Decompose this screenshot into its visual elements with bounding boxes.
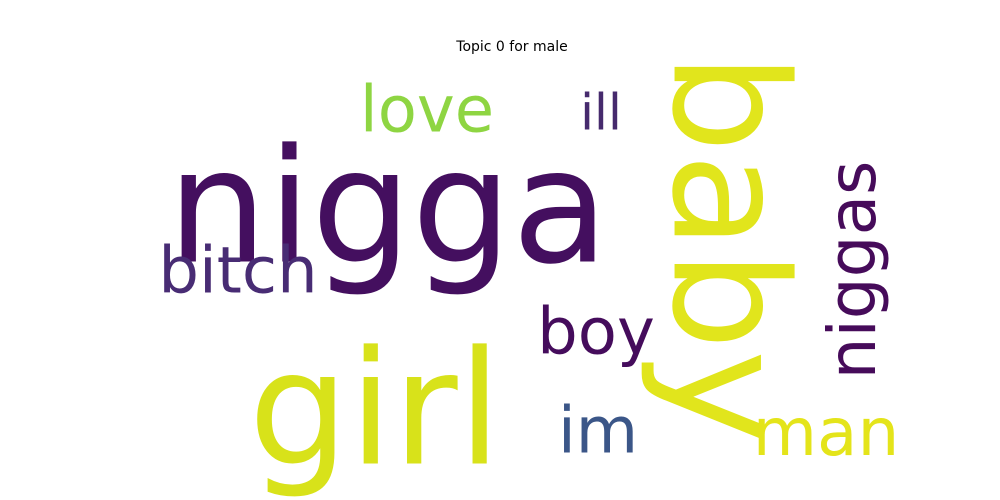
word-group: nigga baby girl bitch love ill boy niggas im man [158, 53, 899, 500]
word-niggas: niggas [814, 161, 891, 380]
word-nigga: nigga [167, 115, 608, 299]
word-love: love [360, 74, 494, 148]
word-man: man [753, 394, 900, 471]
word-bitch: bitch [158, 235, 317, 309]
word-girl: girl [248, 317, 501, 500]
word-im: im [558, 395, 638, 469]
word-baby: baby [637, 53, 821, 444]
word-ill: ill [580, 84, 622, 142]
chart-title: Topic 0 for male [455, 39, 567, 55]
word-boy: boy [537, 296, 655, 370]
